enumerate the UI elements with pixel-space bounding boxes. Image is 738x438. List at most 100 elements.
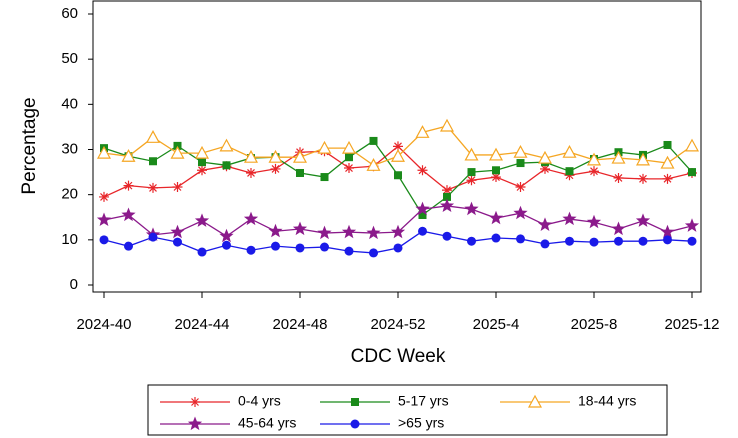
y-tick-label: 20 xyxy=(61,186,78,203)
marker xyxy=(145,130,161,143)
marker xyxy=(540,239,550,249)
x-tick-label: 2024-44 xyxy=(174,316,229,333)
marker xyxy=(467,168,476,177)
marker xyxy=(366,158,381,171)
marker xyxy=(350,419,360,429)
marker xyxy=(173,237,182,247)
marker xyxy=(345,153,353,162)
marker xyxy=(149,157,157,166)
marker xyxy=(492,166,500,175)
marker xyxy=(393,243,403,253)
marker xyxy=(513,205,528,220)
marker xyxy=(292,221,308,236)
marker xyxy=(464,201,479,216)
marker xyxy=(222,240,231,250)
marker xyxy=(246,167,256,178)
marker xyxy=(660,155,675,169)
marker xyxy=(687,236,697,246)
marker xyxy=(614,236,623,246)
marker xyxy=(148,232,158,242)
marker xyxy=(442,185,452,196)
legend-label: >65 yrs xyxy=(398,415,444,431)
marker xyxy=(439,118,455,132)
marker xyxy=(366,225,381,240)
marker xyxy=(663,235,672,245)
marker xyxy=(198,158,206,167)
marker xyxy=(317,140,332,154)
marker xyxy=(417,165,428,176)
marker xyxy=(268,149,283,163)
marker xyxy=(190,397,200,407)
marker xyxy=(351,398,359,406)
marker xyxy=(121,149,136,162)
x-tick-label: 2024-48 xyxy=(272,316,327,333)
marker xyxy=(537,150,553,164)
marker xyxy=(464,147,479,161)
marker xyxy=(341,224,357,239)
marker xyxy=(170,145,185,159)
marker xyxy=(194,145,210,159)
y-axis-label: Percentage xyxy=(19,97,40,194)
marker xyxy=(219,138,234,152)
marker xyxy=(390,149,406,162)
marker xyxy=(488,147,504,161)
marker xyxy=(662,173,673,184)
marker xyxy=(124,241,133,251)
x-tick-label: 2024-52 xyxy=(370,316,425,333)
marker xyxy=(222,161,231,170)
marker xyxy=(187,416,203,431)
marker xyxy=(99,235,109,245)
marker xyxy=(663,140,672,149)
marker xyxy=(562,211,577,226)
marker xyxy=(491,172,501,183)
marker xyxy=(344,163,354,174)
marker xyxy=(390,224,406,239)
y-tick-label: 50 xyxy=(61,50,78,67)
marker xyxy=(243,211,259,226)
marker xyxy=(123,180,134,191)
marker xyxy=(148,182,158,193)
marker xyxy=(611,221,626,236)
y-tick-label: 40 xyxy=(61,95,78,112)
marker xyxy=(589,237,599,247)
marker xyxy=(586,214,602,229)
legend-label: 0-4 yrs xyxy=(238,393,281,409)
marker xyxy=(295,243,305,253)
marker xyxy=(516,234,525,244)
marker xyxy=(491,233,501,243)
marker xyxy=(586,152,602,166)
marker xyxy=(613,172,624,183)
marker xyxy=(344,246,354,256)
x-axis-label: CDC Week xyxy=(351,346,446,367)
marker xyxy=(443,192,451,201)
legend-label: 45-64 yrs xyxy=(238,415,296,431)
legend-label: 5-17 yrs xyxy=(398,393,449,409)
marker xyxy=(540,163,550,174)
marker xyxy=(684,138,700,152)
marker xyxy=(99,191,109,202)
marker xyxy=(197,247,207,257)
marker xyxy=(635,213,651,227)
marker xyxy=(369,136,378,145)
marker xyxy=(393,141,403,152)
marker xyxy=(317,225,332,240)
marker xyxy=(243,149,259,163)
marker xyxy=(562,144,577,158)
marker xyxy=(341,140,357,154)
marker xyxy=(467,236,476,246)
marker xyxy=(271,241,280,251)
marker xyxy=(638,173,648,184)
marker xyxy=(219,228,234,243)
y-tick-label: 30 xyxy=(61,140,78,157)
marker xyxy=(688,168,696,177)
marker xyxy=(565,167,574,176)
marker xyxy=(172,181,183,192)
marker xyxy=(320,242,329,252)
marker xyxy=(268,223,283,238)
marker xyxy=(369,248,378,258)
marker xyxy=(611,150,626,164)
marker xyxy=(270,163,281,174)
marker xyxy=(96,212,112,226)
marker xyxy=(488,210,504,225)
